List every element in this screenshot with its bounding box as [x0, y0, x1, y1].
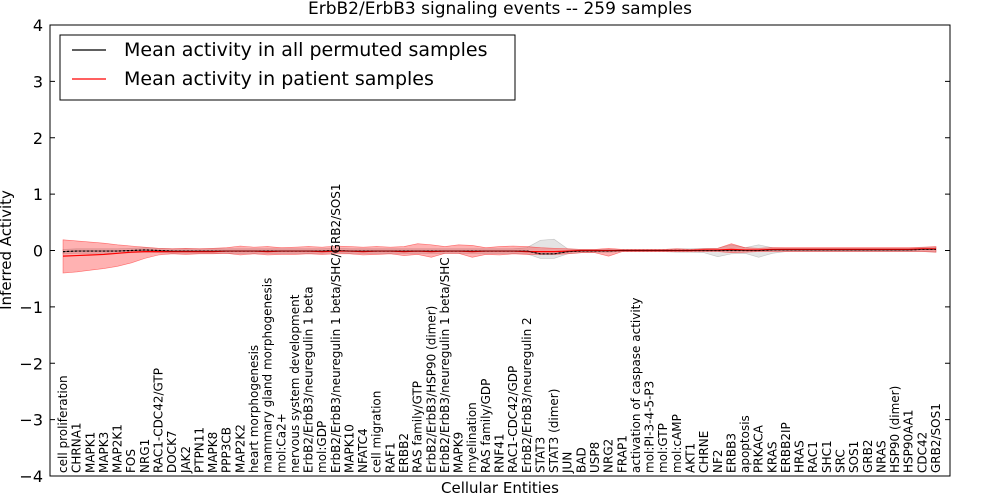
y-tick-label: −4 [19, 467, 43, 486]
x-tick-label: HSP90 (dimer) [888, 386, 902, 473]
x-tick-label: myelination [465, 402, 479, 473]
x-tick-label: SOS1 [847, 441, 861, 473]
series-lines [62, 248, 936, 257]
x-tick-label: GRB2 [861, 439, 875, 473]
confidence-bands [62, 238, 937, 274]
x-tick-label: USP8 [588, 442, 602, 473]
y-tick-label: 4 [33, 16, 43, 35]
x-tick-label: mol:GTP [656, 423, 670, 473]
x-tick-label: CDC42 [915, 432, 929, 473]
x-tick-label: mol:PI-3-4-5-P3 [643, 381, 657, 473]
x-tick-label: mol:cAMP [670, 414, 684, 473]
x-tick-label: FOS [124, 449, 138, 473]
x-tick-label: mammary gland morphogenesis [261, 278, 275, 473]
x-tick-label: DOCK7 [165, 430, 179, 473]
band-patient [62, 239, 937, 274]
x-tick-label: ERBB3 [724, 433, 738, 473]
x-tick-label: MAPK8 [206, 432, 220, 473]
x-tick-label: MAPK10 [342, 424, 356, 473]
x-tick-label: ERBB2IP [779, 422, 793, 473]
x-tick-label: ErbB2/ErbB3/neuregulin 1 beta [302, 286, 316, 473]
x-tick-label: activation of caspase activity [629, 298, 643, 473]
line-permuted-solid [62, 248, 936, 255]
x-tick-label: ErbB2/ErbB3/HSP90 (dimer) [424, 306, 438, 473]
x-tick-label: NRG2 [602, 439, 616, 473]
x-tick-label: SRC [834, 449, 848, 473]
x-tick-label: mol:GDP [315, 421, 329, 473]
x-tick-label: RAF1 [383, 442, 397, 473]
x-tick-label: ErbB2/ErbB3/neuregulin 1 beta/SHC [438, 257, 452, 473]
x-tick-label: RAC1-CDC42/GDP [506, 366, 520, 473]
legend-box [59, 34, 516, 101]
x-tick-label: mol:Ca2+ [274, 413, 288, 473]
x-tick-label: ERBB2 [397, 433, 411, 473]
x-tick-label: NFATC4 [356, 428, 370, 473]
y-axis-ticks: 4 3 2 1 0 −1 −2 −3 −4 [19, 16, 950, 486]
y-tick-label: −2 [19, 354, 43, 373]
x-tick-label: NRAS [874, 440, 888, 473]
x-tick-label: apoptosis [738, 415, 752, 473]
x-tick-label: CHRNA1 [70, 422, 84, 473]
x-tick-label: RAS family/GTP [411, 381, 425, 473]
x-axis-tick-labels: cell proliferation CHRNA1 MAPK1 MAPK3 MAP2K1… [56, 183, 943, 474]
y-tick-label: −3 [19, 411, 43, 430]
x-tick-label: cell proliferation [56, 375, 70, 473]
x-tick-label: STAT3 [533, 437, 547, 473]
y-tick-label: 1 [33, 185, 43, 204]
x-tick-label: RAC1 [806, 441, 820, 473]
x-tick-label: MAPK9 [452, 432, 466, 473]
x-tick-label: MAPK3 [97, 432, 111, 473]
x-tick-label: NF2 [711, 449, 725, 473]
x-tick-label: NRG1 [138, 439, 152, 473]
x-tick-label: RAC1-CDC42/GTP [151, 368, 165, 473]
x-tick-label: STAT3 (dimer) [547, 389, 561, 473]
x-tick-label: heart morphogenesis [247, 345, 261, 473]
legend-label-permuted: Mean activity in all permuted samples [124, 39, 487, 61]
y-tick-label: −1 [19, 298, 43, 317]
x-tick-label: JAK2 [179, 446, 193, 474]
x-tick-label: ErbB2/ErbB3/neuregulin 1 beta/SHC/GRB2/S… [329, 183, 343, 473]
x-tick-label: AKT1 [683, 443, 697, 473]
x-tick-label: HRAS [793, 440, 807, 473]
x-tick-label: SHC1 [820, 440, 834, 473]
x-tick-label: PTPN11 [192, 427, 206, 473]
x-tick-label: MAP2K1 [111, 424, 125, 473]
y-tick-label: 0 [33, 242, 43, 261]
x-tick-label: nervous system development [288, 294, 302, 473]
x-tick-label: KRAS [765, 441, 779, 473]
x-tick-label: MAP2K2 [233, 424, 247, 473]
legend-label-patient: Mean activity in patient samples [124, 68, 434, 90]
plot-frame [49, 24, 951, 477]
y-tick-label: 3 [33, 72, 43, 91]
x-tick-label: BAD [574, 447, 588, 473]
y-axis-label: Inferred Activity [0, 190, 15, 310]
x-tick-label: FRAP1 [615, 435, 629, 473]
x-tick-label: RNF41 [493, 434, 507, 474]
x-tick-label: CHRNE [697, 431, 711, 473]
x-tick-label: PRKACA [752, 424, 766, 473]
x-tick-label: ErbB2/ErbB3/neuregulin 2 [520, 317, 534, 473]
x-tick-label: MAPK1 [83, 432, 97, 473]
x-tick-label: HSP90AA1 [902, 409, 916, 473]
x-tick-label: GRB2/SOS1 [929, 403, 943, 473]
x-tick-label: cell migration [370, 391, 384, 473]
x-tick-label: RAS family/GDP [479, 379, 493, 473]
y-tick-label: 2 [33, 129, 43, 148]
legend: Mean activity in all permuted samples Me… [59, 34, 516, 101]
chart-title: ErbB2/ErbB3 signaling events -- 259 samp… [308, 0, 692, 19]
x-tick-label: PPP3CB [220, 427, 234, 473]
x-tick-label: JUN [561, 452, 575, 474]
x-axis-label: Cellular Entities [441, 479, 559, 497]
